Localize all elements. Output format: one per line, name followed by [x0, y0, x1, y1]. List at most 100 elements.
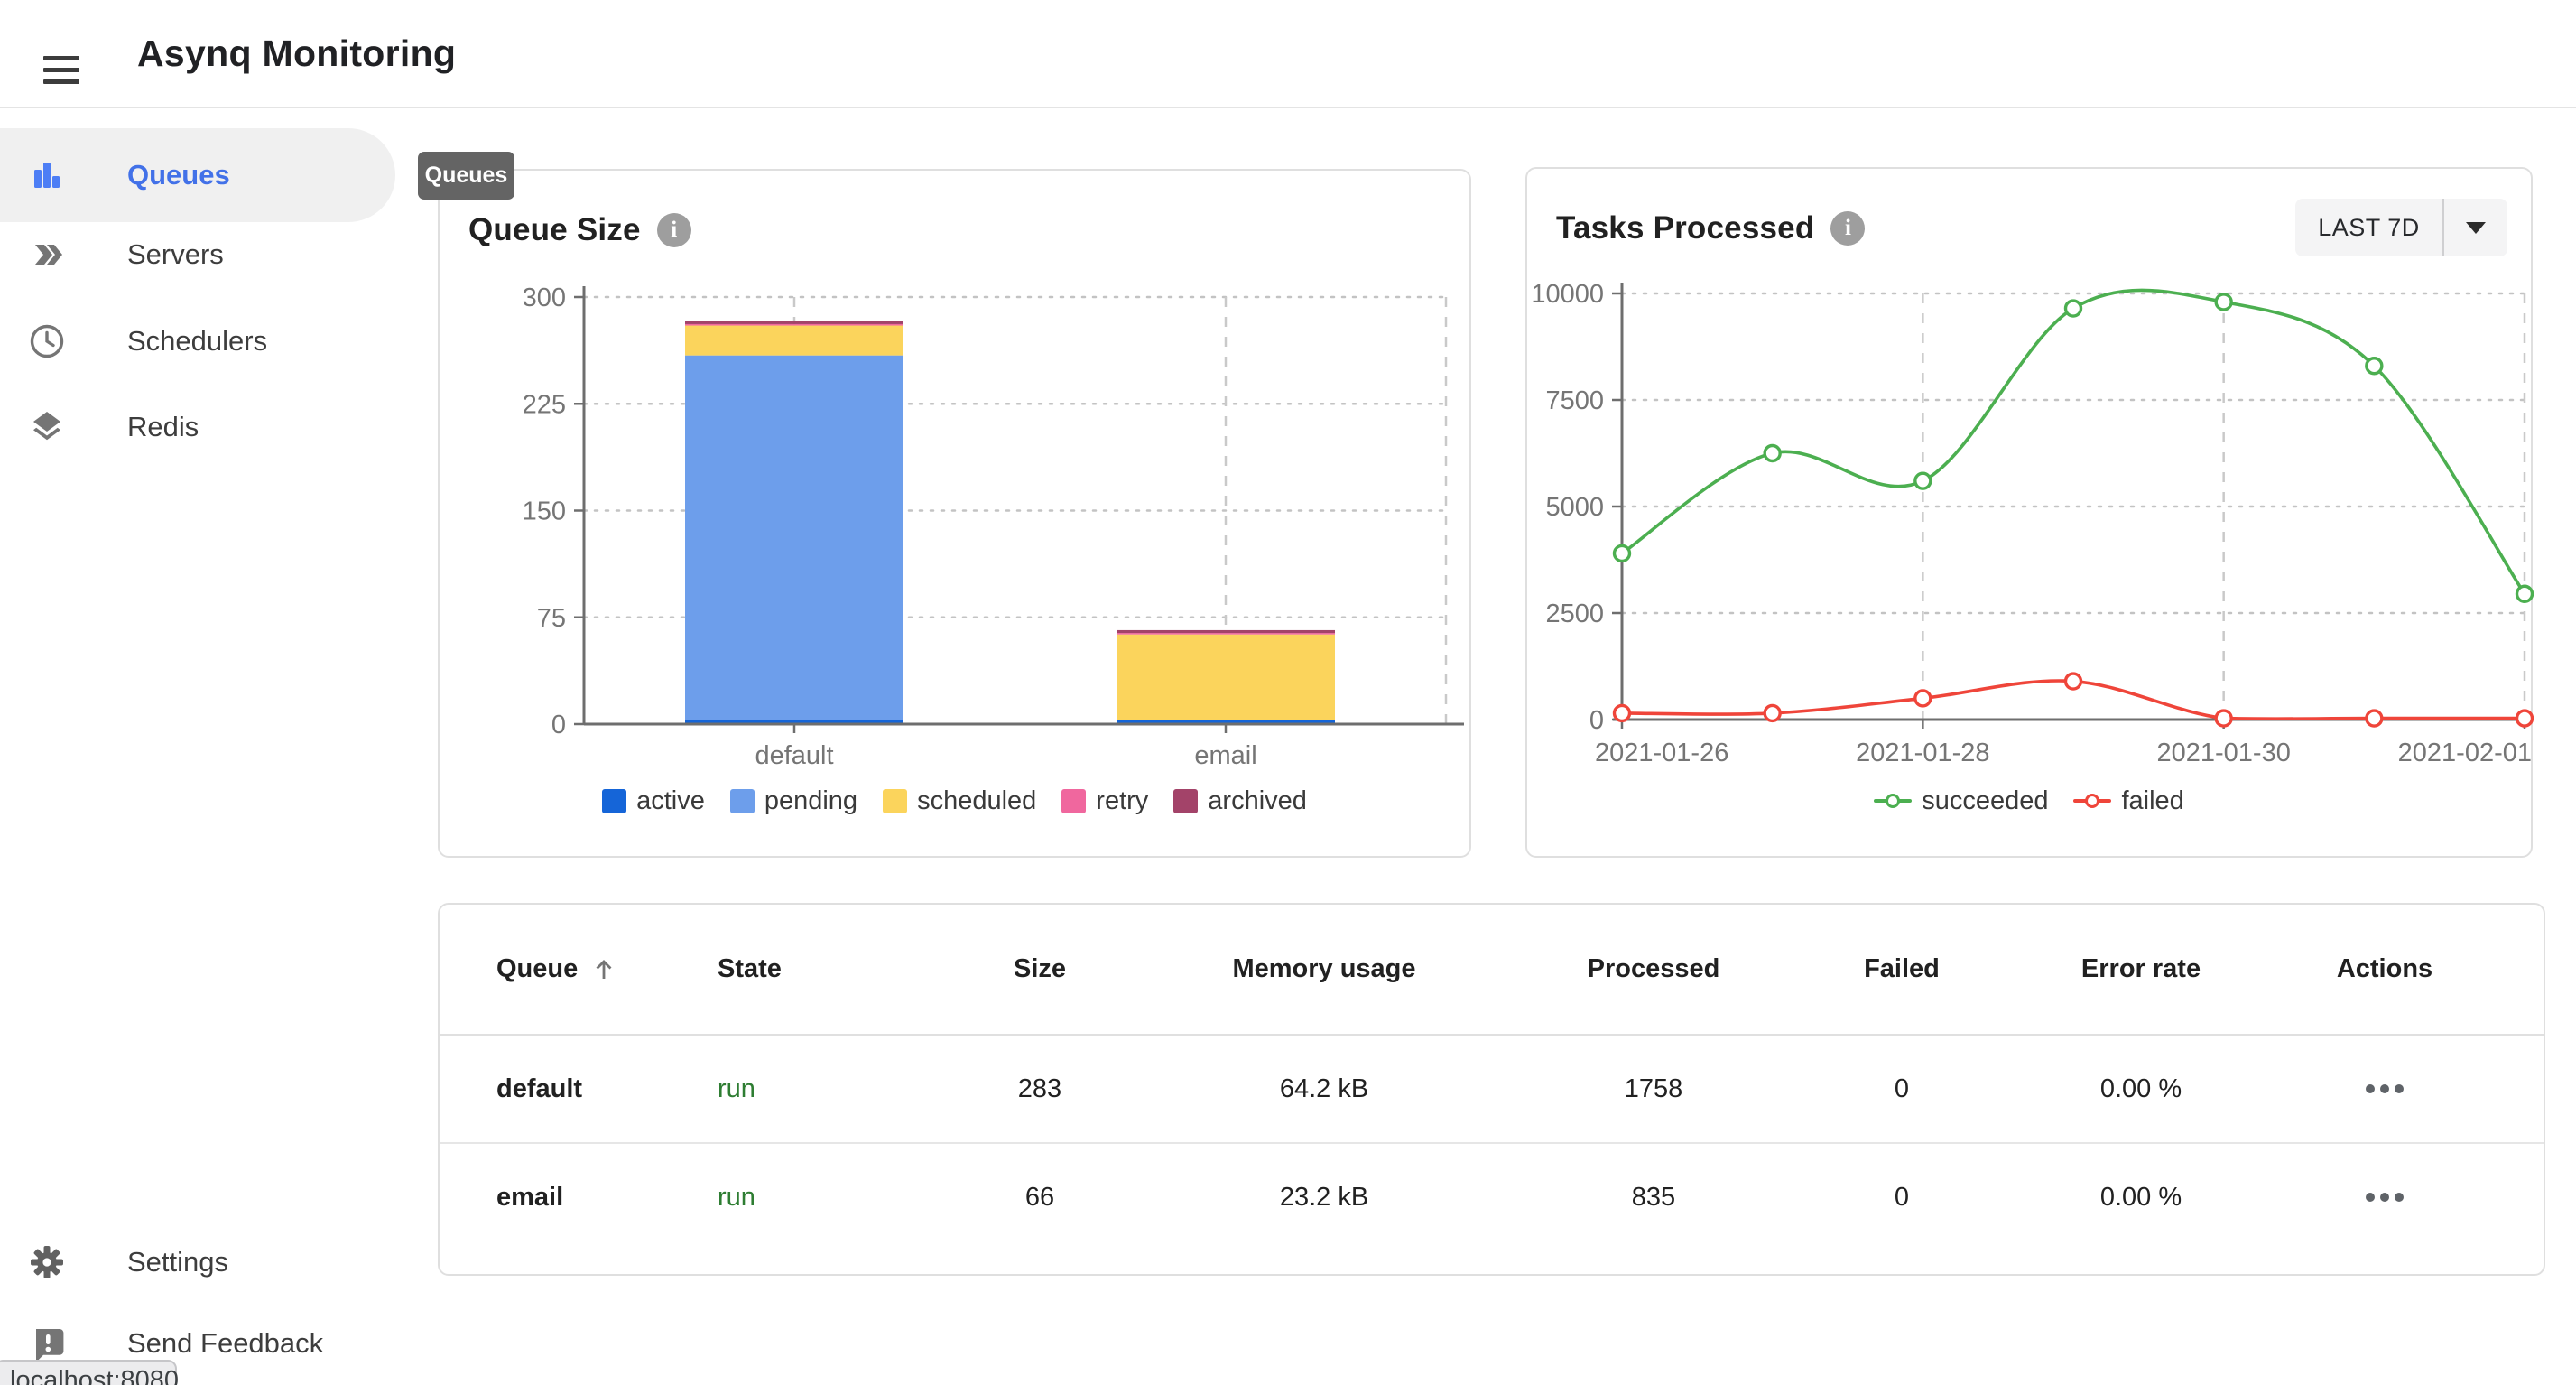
queue-size-card: Queue Size i 0 75 150 225 300 default email ac…: [438, 169, 1471, 858]
column-header-error-rate: Error rate: [2080, 954, 2201, 983]
clock-icon: [27, 321, 67, 361]
failed-cell: 0: [1894, 1182, 1910, 1212]
svg-text:7500: 7500: [1545, 386, 1604, 415]
button-divider: [2442, 199, 2444, 256]
archived-swatch: [1173, 788, 1199, 813]
app-bar: Asynq Monitoring: [0, 0, 2576, 108]
svg-text:2021-01-30: 2021-01-30: [2156, 739, 2290, 767]
succeeded-line-marker: [1874, 792, 1913, 810]
error-rate-cell: 0.00 %: [2099, 1074, 2182, 1103]
feedback-icon: [27, 1324, 67, 1363]
sort-ascending-icon: [596, 959, 612, 979]
svg-text:2021-02-01: 2021-02-01: [2398, 739, 2532, 767]
queues-tooltip: Queues: [418, 152, 514, 200]
table-row-email[interactable]: email run 66 23.2 kB 835 0 0.00 %: [440, 1144, 2544, 1250]
legend-item-archived[interactable]: archived: [1173, 786, 1307, 816]
svg-text:default: default: [755, 741, 833, 770]
state-cell: run: [718, 1074, 755, 1103]
svg-text:150: 150: [523, 497, 566, 526]
svg-text:10000: 10000: [1531, 280, 1604, 309]
app-title: Asynq Monitoring: [137, 32, 457, 74]
column-header-actions: Actions: [2336, 954, 2433, 983]
info-icon[interactable]: i: [656, 213, 691, 247]
date-range-label: LAST 7D: [2318, 213, 2420, 241]
svg-text:email: email: [1194, 741, 1256, 770]
sidebar-item-settings[interactable]: Settings: [0, 1219, 411, 1306]
sidebar-item-send-feedback[interactable]: Send Feedback: [0, 1300, 411, 1385]
svg-text:0: 0: [551, 711, 566, 739]
bar-chart-icon: [27, 155, 67, 195]
sidebar-item-label: Schedulers: [127, 325, 268, 357]
chevron-down-icon: [2466, 221, 2486, 234]
column-header-processed: Processed: [1587, 954, 1720, 983]
legend-item-retry[interactable]: retry: [1061, 786, 1148, 816]
bar-chart-legend: active pending scheduled retry archived: [440, 777, 1469, 824]
queue-size-title: Queue Size: [468, 212, 641, 247]
sidebar-item-servers[interactable]: Servers: [0, 211, 411, 298]
size-cell: 66: [1024, 1182, 1055, 1212]
tasks-processed-line-chart: 0 2500 5000 7500 10000 2021-01-26 2021-01-28 20…: [1531, 280, 2534, 767]
legend-item-pending[interactable]: pending: [729, 786, 857, 816]
sidebar-item-label: Send Feedback: [127, 1327, 324, 1359]
active-swatch: [602, 788, 627, 813]
layers-icon: [27, 407, 67, 447]
browser-status-bubble: localhost:8080: [0, 1360, 179, 1385]
tasks-processed-title: Tasks Processed: [1556, 210, 1815, 246]
state-cell: run: [718, 1182, 755, 1212]
memory-cell: 23.2 kB: [1279, 1182, 1369, 1212]
queue-name-cell[interactable]: email: [496, 1182, 564, 1212]
sidebar-item-label: Queues: [127, 159, 230, 191]
memory-cell: 64.2 kB: [1279, 1074, 1369, 1103]
column-header-size: Size: [1013, 954, 1067, 983]
retry-swatch: [1061, 788, 1087, 813]
line-chart-legend: succeeded failed: [1527, 779, 2531, 823]
date-range-caret[interactable]: [2444, 199, 2507, 256]
scheduled-swatch: [883, 788, 908, 813]
legend-item-succeeded[interactable]: succeeded: [1874, 786, 2048, 816]
info-icon[interactable]: i: [1830, 211, 1866, 246]
sidebar-item-label: Redis: [127, 411, 199, 442]
svg-text:225: 225: [523, 390, 566, 419]
active-nav-pill: [0, 128, 395, 222]
error-rate-cell: 0.00 %: [2099, 1182, 2182, 1212]
processed-cell: 835: [1631, 1182, 1676, 1212]
row-actions-menu-icon[interactable]: [2290, 1084, 2479, 1093]
svg-text:2021-01-28: 2021-01-28: [1856, 739, 1989, 767]
size-cell: 283: [1017, 1074, 1062, 1103]
svg-text:300: 300: [523, 284, 566, 312]
svg-text:5000: 5000: [1545, 493, 1604, 522]
column-header-failed: Failed: [1864, 954, 1940, 983]
svg-text:75: 75: [537, 604, 566, 633]
column-header-state: State: [718, 954, 782, 983]
sidebar-item-label: Settings: [127, 1246, 229, 1278]
svg-text:0: 0: [1589, 706, 1604, 735]
svg-text:2500: 2500: [1545, 600, 1604, 628]
pending-swatch: [729, 788, 755, 813]
failed-cell: 0: [1894, 1074, 1910, 1103]
queue-size-bar-chart: 0 75 150 225 300 default email: [523, 284, 1464, 770]
hamburger-menu-icon[interactable]: [43, 56, 79, 86]
table-header-row: Queue State Size Memory usage Processed …: [440, 905, 2544, 1036]
tasks-processed-card: Tasks Processed i LAST 7D 0 2500 5000 7500 1…: [1525, 167, 2534, 858]
queues-table-card: Queue State Size Memory usage Processed …: [438, 903, 2545, 1276]
queue-name-cell[interactable]: default: [496, 1074, 583, 1103]
double-arrow-icon: [27, 235, 67, 274]
sidebar-item-queues[interactable]: Queues: [0, 132, 411, 218]
column-header-memory: Memory usage: [1232, 954, 1416, 983]
processed-cell: 1758: [1624, 1074, 1683, 1103]
sidebar-item-label: Servers: [127, 238, 224, 270]
legend-item-failed[interactable]: failed: [2073, 786, 2184, 816]
legend-item-active[interactable]: active: [602, 786, 705, 816]
svg-text:2021-01-26: 2021-01-26: [1595, 739, 1728, 767]
legend-item-scheduled[interactable]: scheduled: [883, 786, 1036, 816]
date-range-button[interactable]: LAST 7D: [2295, 199, 2507, 256]
failed-line-marker: [2073, 792, 2112, 810]
gear-icon: [27, 1242, 67, 1282]
row-actions-menu-icon[interactable]: [2290, 1193, 2479, 1202]
table-row-default[interactable]: default run 283 64.2 kB 1758 0 0.00 %: [440, 1036, 2544, 1144]
queues-table: Queue State Size Memory usage Processed …: [440, 905, 2544, 1250]
sidebar-item-schedulers[interactable]: Schedulers: [0, 298, 411, 385]
column-header-queue[interactable]: Queue: [440, 954, 692, 984]
sidebar-item-redis[interactable]: Redis: [0, 384, 411, 470]
